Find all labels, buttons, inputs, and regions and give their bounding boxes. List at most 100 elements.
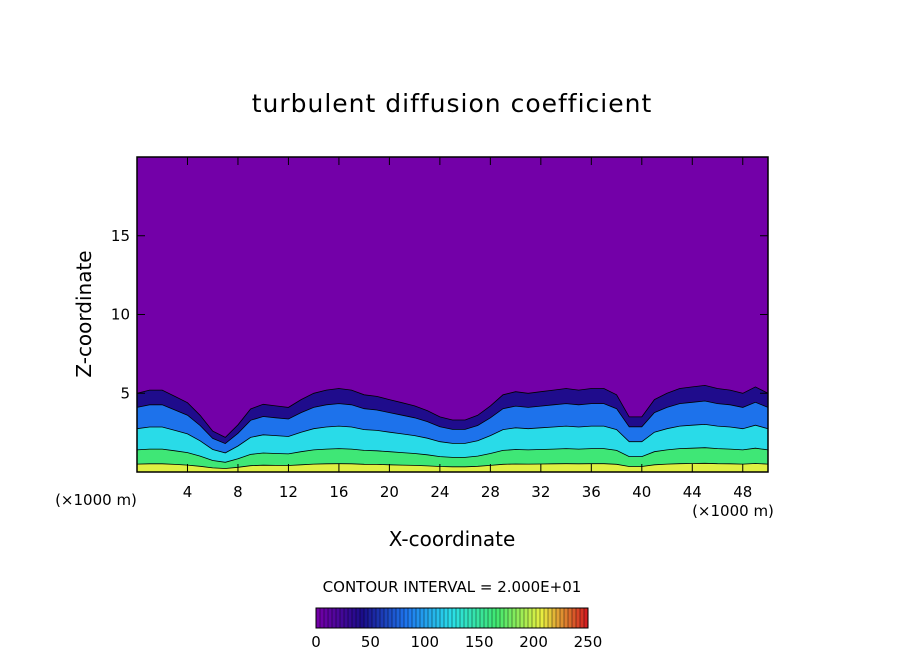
colorbar-cell: [511, 607, 517, 629]
colorbar-cell: [559, 607, 565, 629]
colorbar-cell: [391, 607, 397, 629]
x-axis-label: X-coordinate: [389, 527, 516, 551]
colorbar-cell: [479, 607, 485, 629]
colorbar-cell: [339, 607, 345, 629]
colorbar-cell: [331, 607, 337, 629]
colorbar-cell: [383, 607, 389, 629]
y-axis-label: Z-coordinate: [72, 250, 96, 377]
colorbar-cell: [359, 607, 365, 629]
colorbar-cell: [379, 607, 385, 629]
x-tick-label: 16: [329, 483, 348, 501]
colorbar-cell: [491, 607, 497, 629]
x-tick-label: 44: [683, 483, 702, 501]
colorbar-frame: [315, 607, 589, 629]
colorbar-cell: [319, 607, 325, 629]
colorbar-cell: [403, 607, 409, 629]
colorbar-cell: [399, 607, 405, 629]
x-tick-label: 24: [430, 483, 449, 501]
colorbar-cell: [555, 607, 561, 629]
colorbar-cell: [563, 607, 569, 629]
colorbar-cell: [439, 607, 445, 629]
colorbar-cell: [427, 607, 433, 629]
colorbar-cell: [531, 607, 537, 629]
colorbar-cell: [547, 607, 553, 629]
colorbar-cell: [411, 607, 417, 629]
colorbar-cell: [487, 607, 493, 629]
colorbar-ticks: 0 50 100 150 200 250: [311, 633, 602, 651]
colorbar-cell: [571, 607, 577, 629]
colorbar-cell: [575, 607, 581, 629]
colorbar-cell: [579, 607, 585, 629]
colorbar-cell: [519, 607, 525, 629]
colorbar-cell: [455, 607, 461, 629]
colorbar-cell: [351, 607, 357, 629]
colorbar-cell: [475, 607, 481, 629]
colorbar-cell: [431, 607, 437, 629]
y-tick-label: 15: [111, 227, 130, 245]
colorbar-cell: [327, 607, 333, 629]
colorbar-cell: [375, 607, 381, 629]
colorbar-cell: [515, 607, 521, 629]
colorbar-cell: [371, 607, 377, 629]
colorbar-cell: [367, 607, 373, 629]
colorbar-cell: [467, 607, 473, 629]
colorbar-cell: [471, 607, 477, 629]
colorbar-cell: [527, 607, 533, 629]
colorbar-cell: [447, 607, 453, 629]
colorbar-tick-label: 250: [574, 633, 603, 651]
x-unit-label-right: (×1000 m): [692, 502, 774, 520]
colorbar-cell: [507, 607, 513, 629]
x-tick-label: 40: [632, 483, 651, 501]
colorbar-cell: [423, 607, 429, 629]
colorbar-cell: [323, 607, 329, 629]
x-tick-label: 12: [279, 483, 298, 501]
colorbar-cell: [567, 607, 573, 629]
x-tick-label: 8: [233, 483, 243, 501]
colorbar-cell: [343, 607, 349, 629]
colorbar-cell: [539, 607, 545, 629]
colorbar-cell: [435, 607, 441, 629]
colorbar-cell: [503, 607, 509, 629]
colorbar-cell: [443, 607, 449, 629]
colorbar-cell: [451, 607, 457, 629]
x-axis-ticks: 4 8 12 16 20 24 28 32 36 40 44 48: [183, 157, 752, 501]
colorbar-cell: [415, 607, 421, 629]
colorbar-cell: [387, 607, 393, 629]
x-tick-label: 4: [183, 483, 193, 501]
colorbar-cell: [459, 607, 465, 629]
colorbar: [315, 607, 589, 629]
x-tick-label: 32: [531, 483, 550, 501]
x-tick-label: 20: [380, 483, 399, 501]
x-tick-label: 28: [481, 483, 500, 501]
y-tick-label: 5: [120, 384, 130, 402]
colorbar-tick-label: 0: [311, 633, 321, 651]
colorbar-cell: [419, 607, 425, 629]
colorbar-cell: [395, 607, 401, 629]
colorbar-tick-label: 50: [361, 633, 380, 651]
x-tick-label: 36: [582, 483, 601, 501]
y-axis-ticks: 5 10 15: [111, 227, 768, 402]
colorbar-cell: [551, 607, 557, 629]
turbulent-layer-band-high: [137, 462, 768, 472]
colorbar-cell: [523, 607, 529, 629]
colorbar-cell: [543, 607, 549, 629]
contour-interval-label: CONTOUR INTERVAL = 2.000E+01: [323, 578, 582, 596]
colorbar-cell: [483, 607, 489, 629]
colorbar-tick-label: 150: [465, 633, 494, 651]
colorbar-cell: [363, 607, 369, 629]
y-tick-label: 10: [111, 306, 130, 324]
colorbar-cell: [535, 607, 541, 629]
colorbar-cell: [407, 607, 413, 629]
x-tick-label: 48: [733, 483, 752, 501]
chart-title: turbulent diffusion coefficient: [252, 89, 653, 118]
colorbar-cell: [347, 607, 353, 629]
colorbar-cell: [335, 607, 341, 629]
colorbar-cell: [463, 607, 469, 629]
colorbar-cell: [315, 607, 321, 629]
colorbar-cell: [495, 607, 501, 629]
x-unit-label-left: (×1000 m): [55, 491, 137, 509]
colorbar-tick-label: 100: [410, 633, 439, 651]
colorbar-tick-label: 200: [519, 633, 548, 651]
diffusion-field: [137, 384, 768, 472]
